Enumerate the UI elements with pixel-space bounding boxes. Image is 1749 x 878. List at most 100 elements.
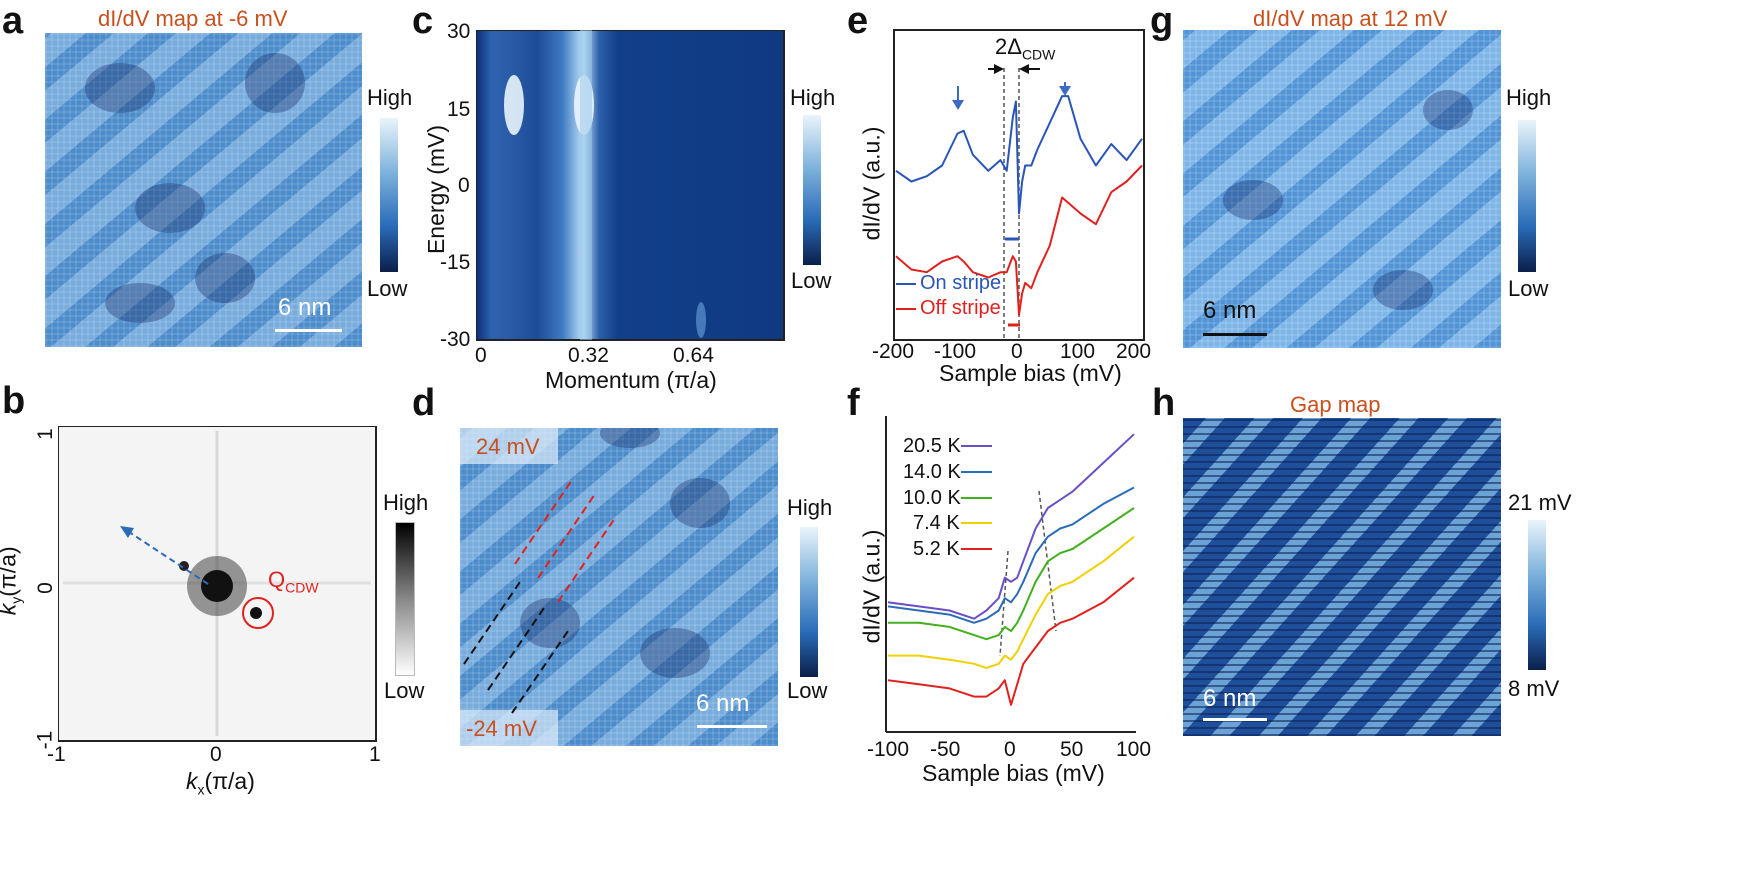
panel-c-colorbar xyxy=(803,115,821,265)
panel-h-colorbar xyxy=(1528,520,1546,670)
panel-c-ytick-15: 15 xyxy=(447,98,471,121)
panel-h-scale-text: 6 nm xyxy=(1203,685,1257,712)
panel-label-f: f xyxy=(847,382,860,424)
panel-h-cb-high: 21 mV xyxy=(1508,490,1572,515)
panel-e-gap-label: 2ΔCDW xyxy=(995,34,1055,62)
panel-c-cb-low: Low xyxy=(791,268,832,293)
series-line-5-2-k xyxy=(887,576,1135,706)
panel-b-ytick-0: 0 xyxy=(33,582,57,594)
series-line-14-0-k xyxy=(887,486,1135,624)
panel-c-ytick-m15: -15 xyxy=(440,251,471,274)
series-line-7-4-k xyxy=(888,535,1135,669)
panel-f-legend-20: 20.5 K xyxy=(903,435,961,457)
panel-g-scalebar xyxy=(1203,333,1267,336)
panel-a-map xyxy=(45,33,362,347)
panel-b-xtick-0: 0 xyxy=(210,743,222,766)
panel-d-scale-text: 6 nm xyxy=(696,690,750,717)
panel-b-xlabel-sub: x xyxy=(197,781,205,798)
panel-e-xtick-m200: -200 xyxy=(872,340,915,363)
panel-a-cb-high: High xyxy=(367,85,413,110)
panel-g-cb-high: High xyxy=(1506,85,1552,110)
qcdw-sub: CDW xyxy=(285,579,319,596)
panel-b-cb-high: High xyxy=(383,490,429,515)
panel-d-tag-top: 24 mV xyxy=(476,434,540,459)
panel-e-xtick-100: 100 xyxy=(1060,340,1096,363)
panel-c-xtick-032: 0.32 xyxy=(568,344,609,367)
panel-d-tag-bottom-bg xyxy=(460,710,558,746)
panel-b-colorbar xyxy=(395,522,415,676)
panel-e-plot xyxy=(893,29,1145,341)
panel-a-colorbar xyxy=(380,118,398,272)
panel-d-cb-low: Low xyxy=(787,678,828,703)
panel-a-scale-text: 6 nm xyxy=(278,294,332,321)
panel-f-ylabel: dI/dV (a.u.) xyxy=(858,529,885,644)
panel-f-xtick-0: 0 xyxy=(1004,738,1016,761)
panel-h-cb-low: 8 mV xyxy=(1508,676,1560,701)
panel-h-scalebar xyxy=(1203,718,1267,721)
panel-f-xlabel: Sample bias (mV) xyxy=(922,760,1105,786)
panel-b-xtick-1: 1 xyxy=(369,743,381,766)
panel-g-map xyxy=(1183,30,1501,348)
panel-d-map xyxy=(460,428,778,746)
panel-b-ylabel-sub: y xyxy=(8,596,25,604)
panel-e-legend-off: Off stripe xyxy=(920,297,1001,319)
series-line-on-stripe xyxy=(895,95,1143,215)
panel-c-ytick-30: 30 xyxy=(447,20,471,43)
panel-label-c: c xyxy=(412,0,434,42)
panel-d-tag-bottom: -24 mV xyxy=(466,716,537,741)
panel-e-legend-on: On stripe xyxy=(920,272,1002,294)
panel-b-xtick-m1: -1 xyxy=(47,743,66,766)
series-line-off-stripe xyxy=(895,164,1143,316)
panel-c-ylabel: Energy (mV) xyxy=(423,124,450,255)
panel-e-xtick-200: 200 xyxy=(1116,340,1152,363)
panel-d-cb-high: High xyxy=(787,495,833,520)
panel-a-cb-low: Low xyxy=(367,276,408,301)
panel-a-scalebar xyxy=(275,329,342,332)
panel-f-legend-5: 5.2 K xyxy=(913,538,960,560)
panel-h-title: Gap map xyxy=(1290,392,1381,417)
panel-g-colorbar xyxy=(1518,120,1536,272)
panel-label-a: a xyxy=(2,0,24,42)
panel-b-ylabel-k: k xyxy=(0,604,21,616)
panel-h-map xyxy=(1183,418,1501,736)
qcdw-q: Q xyxy=(268,567,286,592)
panel-label-d: d xyxy=(412,382,436,424)
panel-label-g: g xyxy=(1150,0,1174,42)
panel-label-b: b xyxy=(2,380,26,422)
panel-c-map xyxy=(476,30,785,341)
panel-e-xtick-m100: -100 xyxy=(934,340,977,363)
panel-c-ytick-0: 0 xyxy=(458,174,470,197)
panel-b-xlabel: kx(π/a) xyxy=(186,768,255,798)
panel-c-xtick-064: 0.64 xyxy=(673,344,714,367)
panel-b-ylabel: ky(π/a) xyxy=(0,546,24,615)
panel-a-title: dI/dV map at -6 mV xyxy=(98,6,288,31)
panel-e-xtick-0: 0 xyxy=(1011,340,1023,363)
panel-f-plot xyxy=(885,416,1136,733)
panel-label-h: h xyxy=(1152,382,1176,424)
panel-f-xtick-100: 100 xyxy=(1116,738,1152,761)
panel-e-xlabel: Sample bias (mV) xyxy=(939,360,1122,386)
panel-d-colorbar xyxy=(800,527,818,677)
panel-b-fft xyxy=(58,426,377,742)
panel-c-xlabel: Momentum (π/a) xyxy=(545,367,717,393)
panel-d-scalebar xyxy=(697,725,767,728)
panel-f-xtick-m50: -50 xyxy=(930,738,961,761)
panel-f-legend-14: 14.0 K xyxy=(903,461,961,483)
panel-b-xlabel-k: k xyxy=(186,768,198,794)
panel-b-qcdw-label: QCDW xyxy=(268,567,319,595)
panel-d-tag-top-bg xyxy=(460,428,558,464)
series-line-20-5-k xyxy=(887,433,1135,620)
panel-b-ylabel-unit: (π/a) xyxy=(0,546,21,597)
panel-c-cb-high: High xyxy=(790,85,836,110)
panel-g-scale-text: 6 nm xyxy=(1203,297,1257,324)
panel-c-ytick-m30: -30 xyxy=(440,328,471,351)
panel-f-xtick-50: 50 xyxy=(1060,738,1084,761)
panel-g-cb-low: Low xyxy=(1508,276,1549,301)
panel-f-legend-7: 7.4 K xyxy=(913,512,960,534)
panel-e-ylabel: dI/dV (a.u.) xyxy=(858,126,885,241)
panel-d-guides xyxy=(463,479,616,714)
panel-label-e: e xyxy=(847,0,869,42)
series-line-10-0-k xyxy=(888,507,1135,641)
panel-f-xtick-m100: -100 xyxy=(867,738,910,761)
panel-b-ytick-1: 1 xyxy=(33,428,57,440)
